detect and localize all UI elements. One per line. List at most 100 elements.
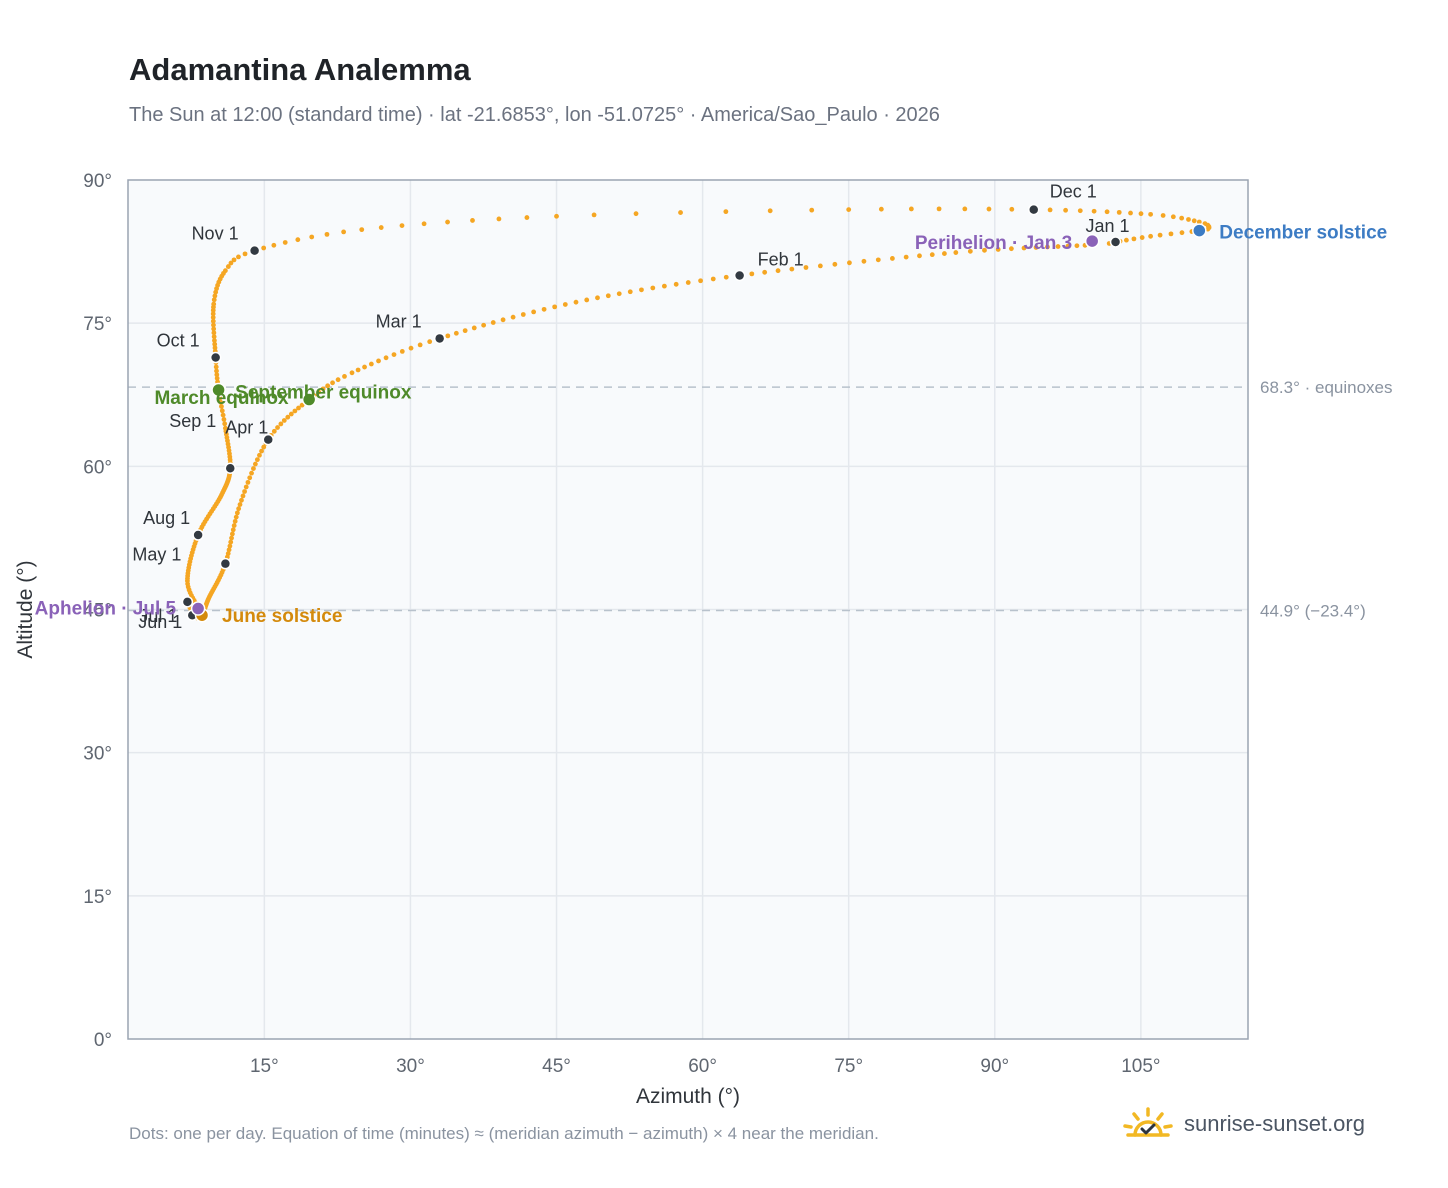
day-dot <box>222 268 228 274</box>
brand[interactable]: sunrise-sunset.org <box>1120 1104 1365 1144</box>
event-marker <box>190 601 206 616</box>
x-tick-label: 15° <box>250 1056 279 1077</box>
event-marker <box>211 382 226 398</box>
day-dot <box>767 208 773 214</box>
month-marker <box>1109 236 1122 248</box>
footnote: Dots: one per day. Equation of time (min… <box>129 1124 879 1143</box>
day-dot <box>462 328 468 334</box>
event-label: Perihelion · Jan 3 <box>915 233 1072 254</box>
day-dot <box>417 342 423 348</box>
day-dot <box>1191 218 1197 224</box>
month-marker <box>1027 203 1040 216</box>
day-dot <box>278 421 284 427</box>
day-dot <box>591 212 597 218</box>
day-dot <box>1179 230 1185 236</box>
day-dot <box>789 266 795 272</box>
y-tick-label: 45° <box>83 601 112 622</box>
day-dot <box>1063 207 1069 213</box>
day-dot <box>309 234 315 240</box>
day-dot <box>221 417 227 422</box>
day-dot <box>908 206 914 212</box>
y-tick-label: 0° <box>94 1030 112 1051</box>
day-dot <box>239 497 244 503</box>
day-dot <box>355 367 361 373</box>
day-dot <box>685 280 691 285</box>
day-dot <box>359 227 365 233</box>
day-dot <box>520 312 526 317</box>
day-dot <box>936 206 942 212</box>
day-dot <box>510 314 516 320</box>
day-dot <box>229 531 235 537</box>
month-marker <box>219 557 232 570</box>
day-dot <box>230 527 236 533</box>
day-dot <box>1021 245 1027 251</box>
day-dot <box>554 213 559 219</box>
day-dot <box>212 341 218 347</box>
month-marker <box>733 269 746 282</box>
day-dot <box>1131 236 1137 242</box>
y-axis-title: Altitude (°) <box>14 560 37 658</box>
day-dot <box>236 506 242 512</box>
day-dot <box>376 358 381 364</box>
plot-frame <box>127 179 1249 1040</box>
day-dot <box>531 309 537 315</box>
event-marker <box>301 392 317 407</box>
chart-subtitle: The Sun at 12:00 (standard time) · lat -… <box>129 104 940 126</box>
day-dot <box>832 261 838 267</box>
day-dot <box>257 452 262 458</box>
day-dot <box>1138 211 1144 217</box>
month-marker <box>192 529 204 541</box>
day-dot <box>247 475 253 481</box>
gridlines <box>128 180 1248 1039</box>
day-dot <box>986 206 992 212</box>
day-dot <box>605 293 611 299</box>
day-dot <box>211 297 217 303</box>
day-dot <box>228 260 234 266</box>
day-dot <box>212 338 217 343</box>
day-dot <box>803 265 809 270</box>
day-dot <box>1157 232 1163 238</box>
day-dot <box>1047 207 1053 213</box>
day-dot <box>749 271 755 277</box>
day-dot <box>335 377 341 383</box>
day-dot <box>584 297 590 303</box>
day-dot <box>342 374 347 379</box>
day-dot <box>408 345 414 351</box>
month-label: Apr 1 <box>225 418 268 438</box>
day-dot <box>362 364 367 370</box>
day-dot <box>1148 233 1154 239</box>
month-label: May 1 <box>132 545 181 565</box>
day-dot <box>219 408 225 414</box>
day-dot <box>875 257 881 263</box>
day-dot <box>218 399 224 405</box>
day-dot <box>1168 231 1174 237</box>
day-dot <box>210 311 216 317</box>
day-dot <box>320 386 326 392</box>
day-dot <box>809 207 815 213</box>
day-dot <box>233 514 239 520</box>
day-dot <box>234 510 240 516</box>
day-dot <box>847 260 852 266</box>
day-dot <box>399 223 405 228</box>
day-dot <box>271 428 277 434</box>
day-dot <box>237 502 243 507</box>
brand-name: sunrise-sunset.org <box>1184 1111 1365 1136</box>
day-dot <box>453 330 459 336</box>
day-dot <box>878 206 884 212</box>
day-dot <box>962 206 968 212</box>
day-dot <box>222 425 228 431</box>
day-dot <box>214 372 220 378</box>
day-dot <box>242 251 248 257</box>
day-dot <box>261 245 267 251</box>
day-dot <box>661 283 667 289</box>
day-dot <box>252 461 258 467</box>
day-dot <box>1139 235 1145 240</box>
day-dot <box>524 215 530 220</box>
day-dot <box>275 425 280 430</box>
day-dot <box>282 240 288 245</box>
day-dot <box>616 291 622 297</box>
y-tick-label: 75° <box>83 314 112 335</box>
axis-ticks: 15° 30° 45° 60° 75° 90° 105° 0° 15° 30° 45° 60° 75° 9… <box>83 171 1160 1077</box>
month-label: Oct 1 <box>157 331 200 351</box>
